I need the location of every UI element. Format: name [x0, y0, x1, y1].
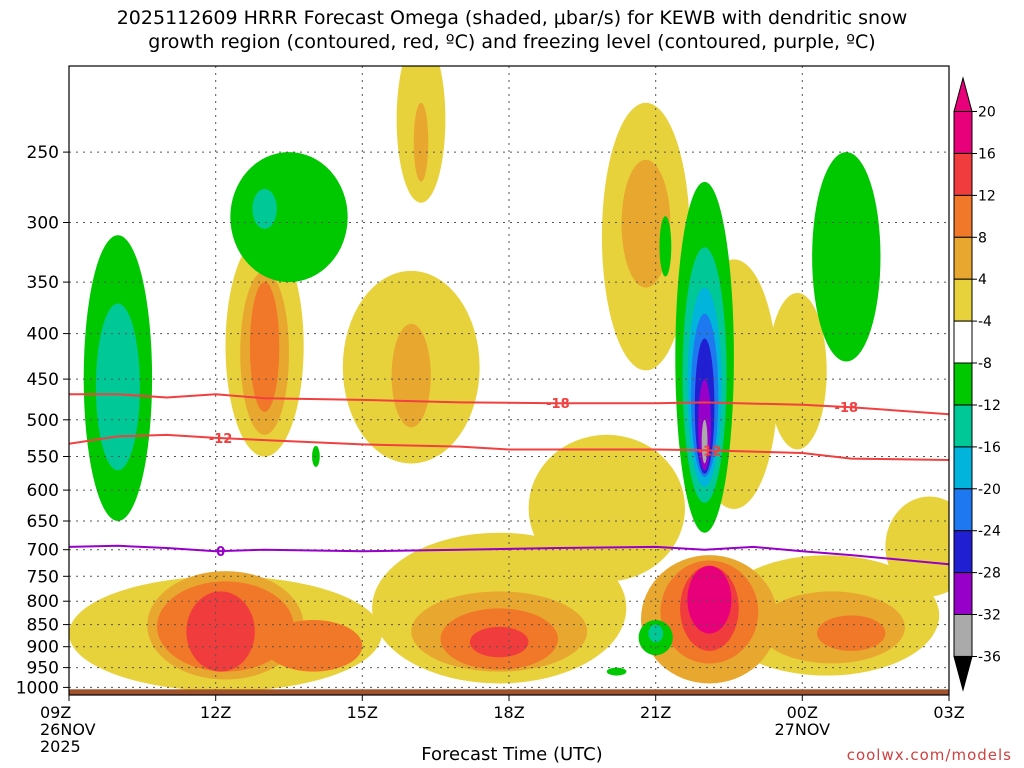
omega-region-8 — [768, 292, 827, 450]
x-tick-label-15Z-0: 15Z — [347, 703, 378, 722]
colorbar-label-6: -8 — [978, 356, 992, 372]
omega-region-6 — [528, 434, 685, 582]
contour-dgz-minus18 — [69, 393, 949, 416]
colorbar-label-3: 8 — [978, 230, 987, 246]
y-tick-label-850: 850 — [27, 616, 59, 636]
omega-region-21 — [264, 620, 363, 672]
x-tick-label-12Z-0: 12Z — [200, 703, 231, 722]
colorbar-bottom-arrow — [953, 656, 973, 692]
omega-region-30 — [230, 152, 348, 283]
x-tick-label-09Z-0: 09Z — [40, 703, 71, 722]
omega-region-26 — [469, 626, 529, 658]
colorbar-label-12: -32 — [978, 608, 1001, 624]
title-line-2: growth region (contoured, red, ºC) and f… — [148, 31, 876, 53]
site-credit: coolwx.com/models — [846, 746, 1012, 764]
colorbar-label-1: 16 — [978, 147, 996, 163]
x-tick-label-00Z-0: 00Z — [787, 703, 818, 722]
y-tick-label-500: 500 — [27, 411, 59, 431]
temperature-contours: -18 -18 -12 -12 0 — [69, 393, 949, 566]
y-tick-label-650: 650 — [27, 512, 59, 532]
omega-region-45 — [701, 419, 708, 464]
omega-region-24 — [817, 615, 886, 651]
omega-region-14 — [413, 102, 429, 182]
y-tick-label-950: 950 — [27, 659, 59, 679]
colorbar-label-9: -20 — [978, 482, 1001, 498]
omega-region-16 — [621, 159, 671, 288]
chart-title: 2025112609 HRRR Forecast Omega (shaded, … — [0, 6, 1024, 54]
x-tick-label-03Z-0: 03Z — [933, 703, 964, 722]
y-tick-label-250: 250 — [27, 143, 59, 163]
omega-shading — [69, 66, 949, 692]
contour-freezing-level — [69, 544, 949, 566]
omega-region-28 — [687, 565, 732, 634]
colorbar-bin-10 — [953, 530, 973, 574]
omega-region-37 — [95, 303, 140, 471]
colorbar-label-7: -12 — [978, 398, 1001, 414]
colorbar-bin-4 — [953, 278, 973, 322]
contour-label-dgz-minus18-0: -18 — [546, 397, 570, 412]
x-tick-label-00Z-1: 27NOV — [775, 720, 831, 739]
omega-region-13 — [391, 323, 431, 428]
colorbar-bin-3 — [953, 236, 973, 280]
colorbar-bin-12 — [953, 614, 973, 657]
y-tick-label-550: 550 — [27, 448, 59, 468]
colorbar-bin-5 — [953, 320, 973, 364]
contour-label-dgz-minus12-1: -12 — [698, 444, 722, 459]
colorbar-bin-11 — [953, 572, 973, 615]
colorbar-label-10: -24 — [978, 524, 1001, 540]
y-tick-label-750: 750 — [27, 567, 59, 587]
contour-dgz-minus12 — [69, 433, 949, 461]
colorbar-label-11: -28 — [978, 566, 1001, 582]
y-tick-label-300: 300 — [27, 214, 59, 234]
colorbar-label-4: 4 — [978, 272, 987, 288]
omega-region-34 — [812, 152, 881, 362]
omega-region-25 — [186, 591, 255, 672]
y-tick-label-700: 700 — [27, 541, 59, 561]
y-tick-label-600: 600 — [27, 481, 59, 501]
omega-region-20 — [249, 282, 280, 412]
x-tick-label-18Z-0: 18Z — [493, 703, 524, 722]
colorbar-label-8: -16 — [978, 440, 1001, 456]
omega-region-38 — [252, 188, 277, 229]
colorbar-bin-2 — [953, 194, 973, 238]
pressure-axis: 2503003504004505005506006507007508008509… — [16, 143, 69, 698]
colorbar-bin-9 — [953, 488, 973, 532]
x-axis-label: Forecast Time (UTC) — [421, 744, 603, 765]
colorbar-label-2: 12 — [978, 188, 996, 204]
colorbar-bin-7 — [953, 404, 973, 448]
colorbar-label-13: -36 — [978, 650, 1001, 666]
colorbar-bin-6 — [953, 362, 973, 406]
x-tick-label-09Z-1: 26NOV — [40, 720, 96, 739]
colorbar-label-5: -4 — [978, 314, 992, 330]
omega-region-10 — [885, 496, 949, 597]
colorbar-bin-8 — [953, 446, 973, 490]
contour-label-dgz-minus18-1: -18 — [835, 401, 859, 416]
y-tick-label-1000: 1000 — [16, 678, 59, 698]
omega-colorbar: 20 16 12 8 4 -4 -8 -12 -16 -20 -24 -28 -32 -36 — [953, 76, 1001, 692]
colorbar-bin-0 — [953, 111, 973, 154]
y-tick-label-800: 800 — [27, 592, 59, 612]
omega-region-32 — [659, 216, 672, 277]
omega-region-36 — [606, 667, 627, 676]
contour-label-dgz-minus12-0: -12 — [209, 432, 233, 447]
title-line-1: 2025112609 HRRR Forecast Omega (shaded, … — [116, 7, 908, 29]
colorbar-label-0: 20 — [978, 105, 996, 121]
y-tick-label-400: 400 — [27, 325, 59, 345]
ground-surface — [69, 689, 949, 695]
y-tick-label-900: 900 — [27, 638, 59, 658]
colorbar-bin-1 — [953, 153, 973, 196]
y-tick-label-450: 450 — [27, 370, 59, 390]
contour-label-freezing-level-0: 0 — [216, 545, 225, 560]
x-tick-label-21Z-0: 21Z — [640, 703, 671, 722]
y-tick-label-350: 350 — [27, 273, 59, 293]
colorbar-top-arrow — [953, 76, 973, 112]
x-tick-label-09Z-2: 2025 — [40, 737, 81, 756]
